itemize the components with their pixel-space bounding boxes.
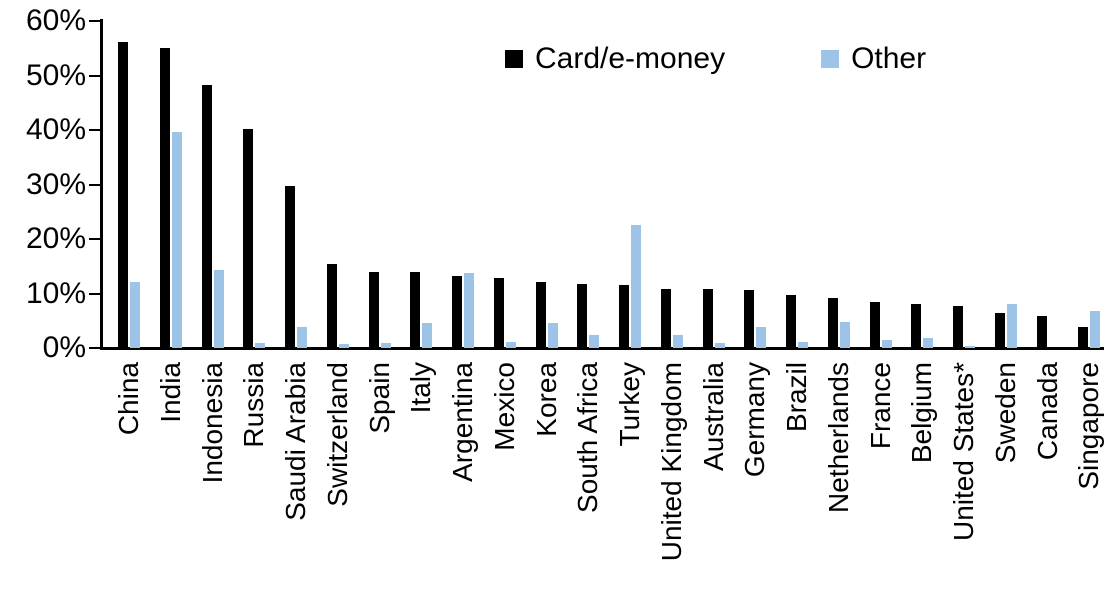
bar-card-emoney <box>160 48 170 348</box>
bar-other <box>882 340 892 348</box>
legend-label-card-emoney: Card/e-money <box>535 42 726 75</box>
bar-card-emoney <box>369 272 379 348</box>
bar-other <box>965 346 975 348</box>
legend-item-other: Other <box>821 44 926 74</box>
y-tick-label: 0% <box>42 331 86 364</box>
bar-card-emoney <box>744 290 754 348</box>
bar-other <box>464 273 474 348</box>
bar-card-emoney <box>911 304 921 348</box>
bar-other <box>1090 311 1100 348</box>
bar-card-emoney <box>786 295 796 348</box>
bar-other <box>798 342 808 348</box>
bar-card-emoney <box>1037 316 1047 348</box>
chart-legend: Card/e-money Other <box>505 44 926 74</box>
x-axis-label: Singapore <box>1073 362 1104 490</box>
x-axis-label: Netherlands <box>823 362 854 513</box>
bar-other <box>673 335 683 348</box>
x-axis-label: United Kingdom <box>656 362 687 562</box>
bar-other <box>548 323 558 348</box>
y-tick-label: 20% <box>25 222 86 255</box>
x-axis-label: Sweden <box>990 362 1021 464</box>
bar-card-emoney <box>619 285 629 348</box>
x-axis-label: Russia <box>238 362 269 448</box>
y-tick-label: 40% <box>25 113 86 146</box>
y-axis-line <box>100 19 103 350</box>
bar-card-emoney <box>995 313 1005 348</box>
y-tick-label: 30% <box>25 167 86 201</box>
x-axis-label: Italy <box>405 362 436 414</box>
bar-card-emoney <box>1078 327 1088 348</box>
x-axis-label: Brazil <box>781 362 812 433</box>
y-axis-tick <box>89 183 100 186</box>
bar-card-emoney <box>410 272 420 348</box>
bar-card-emoney <box>118 42 128 348</box>
bar-card-emoney <box>494 278 504 348</box>
y-tick-label: 10% <box>25 276 86 310</box>
card-emoney-swatch-icon <box>505 50 523 68</box>
x-axis-label: China <box>113 362 144 436</box>
bar-other <box>756 327 766 348</box>
bar-card-emoney <box>953 306 963 348</box>
bar-card-emoney <box>703 289 713 348</box>
bar-card-emoney <box>243 129 253 348</box>
bar-other <box>214 270 224 348</box>
y-axis-tick <box>89 347 100 349</box>
bar-other <box>589 335 599 348</box>
y-tick-label: 50% <box>25 58 86 92</box>
x-axis-label: Germany <box>739 362 770 478</box>
bar-card-emoney <box>285 186 295 348</box>
bar-card-emoney <box>577 284 587 348</box>
x-axis-label: Spain <box>364 362 395 434</box>
x-axis-label: Argentina <box>447 362 478 482</box>
y-axis-tick <box>89 20 100 22</box>
bar-card-emoney <box>327 264 337 348</box>
x-axis-label: Korea <box>531 362 562 437</box>
bar-other <box>1007 304 1017 348</box>
y-axis-tick <box>89 238 100 240</box>
x-axis-label: France <box>865 362 896 450</box>
x-axis-label: Canada <box>1032 362 1063 461</box>
bar-other <box>506 342 516 348</box>
y-tick-label: 60% <box>25 4 86 37</box>
bar-card-emoney <box>536 282 546 348</box>
bar-other <box>422 323 432 348</box>
bar-other <box>715 343 725 348</box>
bar-card-emoney <box>870 302 880 348</box>
y-axis-tick <box>89 292 100 295</box>
bar-card-emoney <box>202 85 212 348</box>
legend-label-other: Other <box>851 42 927 75</box>
bar-other <box>339 344 349 348</box>
bar-card-emoney <box>661 289 671 348</box>
other-swatch-icon <box>821 50 840 68</box>
x-axis-label: Indonesia <box>197 362 228 484</box>
x-axis-label: Switzerland <box>322 362 353 507</box>
bar-other <box>172 132 182 348</box>
bar-card-emoney <box>828 298 838 348</box>
bar-other <box>297 327 307 348</box>
x-axis-line <box>100 347 1104 350</box>
bar-other <box>840 322 850 348</box>
bar-other <box>130 282 140 348</box>
x-axis-label: Australia <box>698 362 729 471</box>
x-axis-label: India <box>155 362 186 423</box>
x-axis-label: Mexico <box>489 362 520 451</box>
bar-other <box>923 338 933 348</box>
legend-item-card-emoney: Card/e-money <box>505 44 725 74</box>
x-axis-label: Turkey <box>614 362 645 447</box>
x-axis-label: South Africa <box>572 362 603 513</box>
x-axis-label: Saudi Arabia <box>280 362 311 521</box>
x-axis-label: United States* <box>948 362 979 541</box>
bar-other <box>255 343 265 348</box>
bar-card-emoney <box>452 276 462 348</box>
x-axis-label: Belgium <box>906 362 937 464</box>
bar-other <box>381 343 391 348</box>
y-axis-tick <box>89 129 100 131</box>
bar-other <box>631 225 641 348</box>
y-axis-tick <box>89 74 100 77</box>
